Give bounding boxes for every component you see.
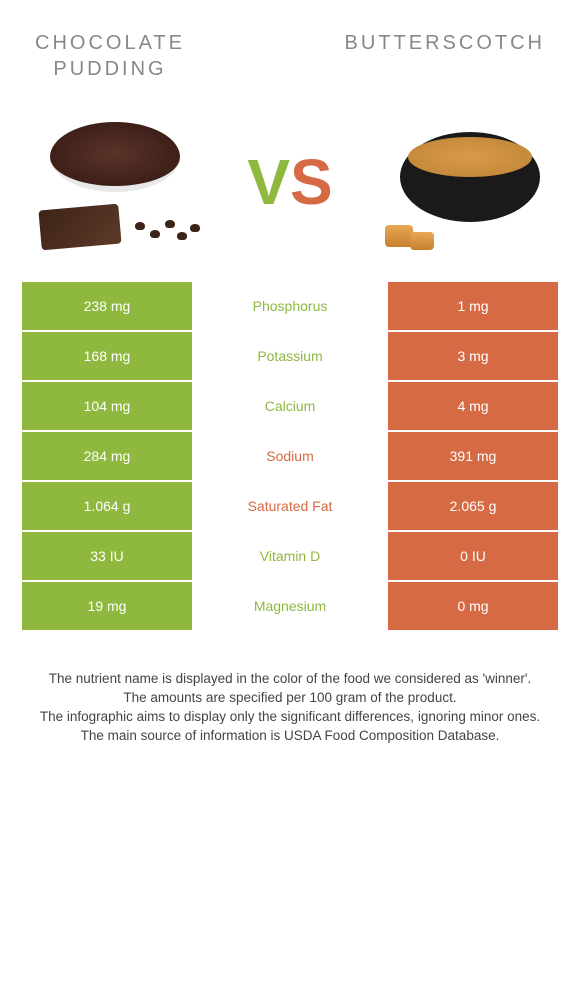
chocolate-chips-icon (135, 212, 205, 242)
cell-left: 33 IU (22, 532, 192, 580)
title-right: BUTTERSCOTCH (345, 30, 545, 56)
vs-label: VS (247, 150, 332, 214)
cell-right: 391 mg (388, 432, 558, 480)
footer-line: The amounts are specified per 100 gram o… (30, 689, 550, 708)
cell-left: 19 mg (22, 582, 192, 630)
cell-left: 1.064 g (22, 482, 192, 530)
title-left: CHOCOLATE PUDDING (35, 30, 185, 82)
cell-right: 4 mg (388, 382, 558, 430)
chocolate-pudding-image (30, 112, 210, 252)
cell-left: 168 mg (22, 332, 192, 380)
cell-right: 3 mg (388, 332, 558, 380)
table-row: 104 mg Calcium 4 mg (22, 382, 558, 430)
caramel-cube-icon (385, 225, 413, 247)
cell-right: 0 mg (388, 582, 558, 630)
cell-left: 284 mg (22, 432, 192, 480)
images-row: VS (0, 92, 580, 282)
cell-mid: Potassium (192, 332, 388, 380)
header: CHOCOLATE PUDDING BUTTERSCOTCH (0, 0, 580, 92)
table-row: 168 mg Potassium 3 mg (22, 332, 558, 380)
cell-right: 1 mg (388, 282, 558, 330)
table-row: 1.064 g Saturated Fat 2.065 g (22, 482, 558, 530)
cell-mid: Phosphorus (192, 282, 388, 330)
cell-left: 104 mg (22, 382, 192, 430)
footer-line: The infographic aims to display only the… (30, 708, 550, 727)
cell-mid: Vitamin D (192, 532, 388, 580)
nutrient-table: 238 mg Phosphorus 1 mg 168 mg Potassium … (22, 282, 558, 630)
vs-v: V (247, 146, 290, 218)
cell-right: 0 IU (388, 532, 558, 580)
cell-mid: Magnesium (192, 582, 388, 630)
cell-left: 238 mg (22, 282, 192, 330)
cell-mid: Sodium (192, 432, 388, 480)
footer-line: The nutrient name is displayed in the co… (30, 670, 550, 689)
vs-s: S (290, 146, 333, 218)
butterscotch-bowl-icon (400, 132, 540, 222)
table-row: 238 mg Phosphorus 1 mg (22, 282, 558, 330)
pudding-bowl-icon (50, 122, 180, 192)
footer-notes: The nutrient name is displayed in the co… (0, 670, 580, 746)
footer-line: The main source of information is USDA F… (30, 727, 550, 746)
chocolate-bar-icon (38, 204, 121, 251)
butterscotch-image (370, 112, 550, 252)
table-row: 33 IU Vitamin D 0 IU (22, 532, 558, 580)
table-row: 284 mg Sodium 391 mg (22, 432, 558, 480)
title-left-line2: PUDDING (35, 56, 185, 82)
cell-mid: Saturated Fat (192, 482, 388, 530)
cell-right: 2.065 g (388, 482, 558, 530)
caramel-cube-icon (410, 232, 434, 250)
title-left-line1: CHOCOLATE (35, 30, 185, 56)
cell-mid: Calcium (192, 382, 388, 430)
table-row: 19 mg Magnesium 0 mg (22, 582, 558, 630)
